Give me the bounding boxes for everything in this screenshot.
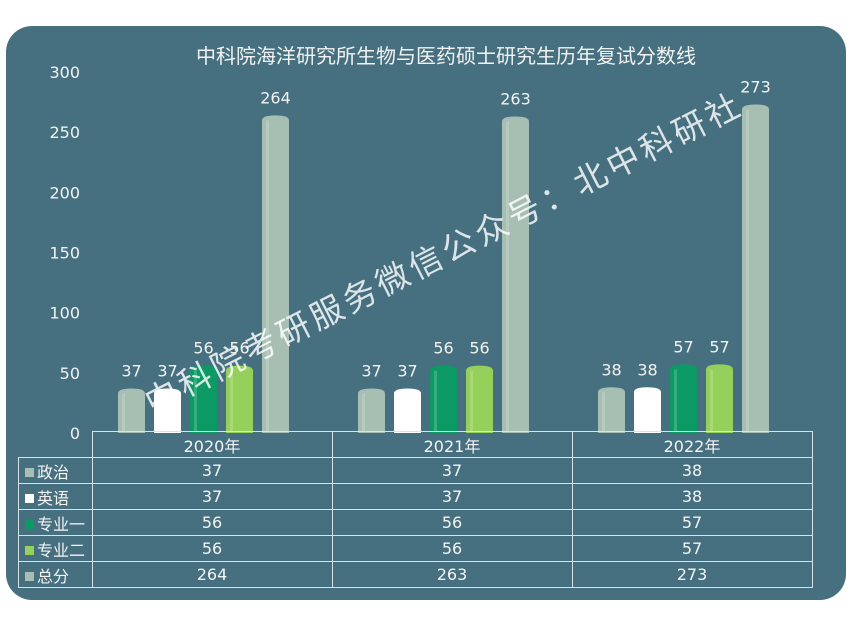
table-cell: 56 [91,509,333,536]
y-tick-label: 100 [49,304,80,323]
legend-swatch [25,545,34,555]
table-cell: 56 [91,535,333,562]
legend-swatch [25,493,34,503]
bar [226,365,253,433]
bar-highlight [398,393,401,431]
data-label: 57 [673,337,693,356]
data-label: 37 [361,361,381,380]
chart-card: 0 50 100 150 200 250 300 37 37 56 56 264 37 37 56 56 263… [6,26,846,600]
table-cell: 38 [571,457,813,484]
series-name: 英语 [37,488,70,508]
series-name-cell: 专业一 [18,509,93,536]
series-name-cell: 专业二 [18,535,93,562]
bar-highlight [506,121,509,432]
bar [358,388,385,433]
data-label: 56 [193,339,213,358]
bar-highlight [638,392,641,431]
data-label: 37 [157,361,177,380]
y-tick-label: 250 [49,123,80,142]
bar-highlight [158,393,161,431]
bar [190,365,217,433]
legend-swatch [25,467,34,477]
chart-title: 中科院海洋研究所生物与医药硕士研究生历年复试分数线 [196,44,696,68]
table-cell: 273 [571,561,813,588]
series-name: 总分 [37,566,70,586]
table-header-row: 2020年 2021年 2022年 [18,431,813,458]
y-tick-label: 300 [49,63,80,82]
data-label: 38 [601,360,621,379]
table-cell: 37 [331,457,573,484]
data-label: 57 [709,337,729,356]
series-name-cell: 英语 [18,483,93,510]
table-cell: 263 [331,561,573,588]
bar-highlight [266,120,269,431]
bar-highlight [122,393,125,431]
series-name: 专业二 [37,540,86,560]
data-label: 263 [500,90,531,109]
y-tick-label: 150 [49,244,80,263]
series-name: 专业一 [37,514,86,534]
bar [430,365,457,433]
table-row: 总分 264 263 273 [18,561,813,588]
bar [634,387,661,433]
bar-highlight [746,109,749,432]
table-cell: 264 [91,561,333,588]
bar [706,364,733,433]
y-tick-label: 200 [49,183,80,202]
category-header: 2022年 [571,431,813,458]
data-label: 56 [229,339,249,358]
table-row: 政治 37 37 38 [18,457,813,484]
bar [118,388,145,433]
series-name: 政治 [37,462,70,482]
data-label: 273 [740,77,771,96]
data-label: 37 [121,361,141,380]
table-row: 专业二 56 56 57 [18,535,813,562]
category-header: 2020年 [91,431,333,458]
data-label: 56 [469,339,489,358]
table-body: 政治 37 37 38 英语 37 37 38 专业一 56 56 57 专业二 56 56 57 总分 264 2… [18,457,813,588]
bar [262,115,289,433]
bar-highlight [194,370,197,431]
bar [466,365,493,433]
bar-highlight [230,370,233,431]
bar [502,116,529,434]
table-cell: 56 [331,509,573,536]
bar-highlight [602,392,605,431]
table-cell: 37 [91,457,333,484]
table-row: 专业一 56 56 57 [18,509,813,536]
legend-swatch [25,519,34,529]
data-table: 2020年 2021年 2022年 政治 37 37 38 英语 37 37 38 专业一 56 5… [18,431,813,588]
table-cell: 37 [331,483,573,510]
table-row: 英语 37 37 38 [18,483,813,510]
bar [154,388,181,433]
bar-highlight [434,370,437,431]
category-header: 2021年 [331,431,573,458]
legend-swatch [25,571,34,581]
table-cell: 56 [331,535,573,562]
data-label: 56 [433,339,453,358]
series-name-cell: 政治 [18,457,93,484]
bar [670,364,697,433]
table-cell: 57 [571,535,813,562]
bar [598,387,625,433]
bar-highlight [470,370,473,431]
bar-highlight [674,369,677,431]
data-label: 264 [260,88,291,107]
data-label: 38 [637,360,657,379]
data-label: 37 [397,361,417,380]
bar [394,388,421,433]
bar-highlight [710,369,713,431]
table-cell: 57 [571,509,813,536]
y-tick-label: 50 [60,364,80,383]
table-corner [18,431,93,458]
bar [742,104,769,434]
table-cell: 37 [91,483,333,510]
series-name-cell: 总分 [18,561,93,588]
bar-highlight [362,393,365,431]
table-cell: 38 [571,483,813,510]
